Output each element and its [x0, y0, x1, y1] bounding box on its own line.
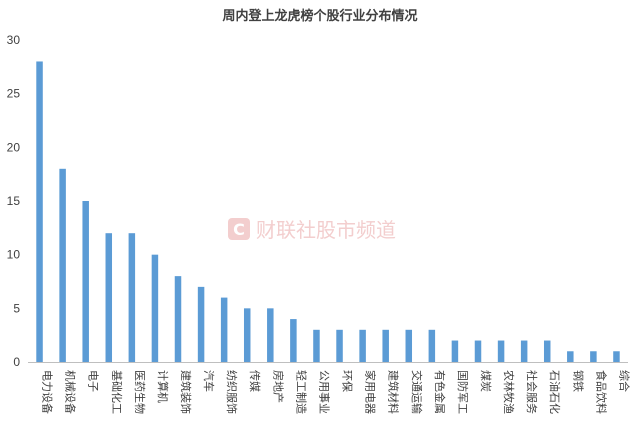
y-axis: 0 5 10 15 20 25 30 — [7, 33, 21, 369]
x-tick-label: 建筑装饰 — [179, 370, 193, 414]
bar — [174, 276, 182, 362]
bar — [543, 340, 551, 362]
bar — [567, 351, 574, 362]
bar — [382, 329, 389, 362]
y-tick-label: 20 — [7, 140, 21, 154]
bar — [82, 201, 89, 362]
x-tick-label: 医药生物 — [133, 370, 147, 414]
x-tick-label: 社会服务 — [525, 370, 539, 414]
bar — [336, 329, 343, 362]
bar — [590, 351, 597, 362]
bar — [59, 168, 66, 362]
bar — [220, 297, 228, 362]
x-tick-label: 食品饮料 — [594, 370, 608, 414]
x-tick-label: 煤炭 — [479, 370, 492, 392]
bar — [474, 340, 482, 362]
x-tick-label: 基础化工 — [110, 370, 124, 414]
y-tick-label: 25 — [7, 87, 21, 101]
watermark: C 财联社股市频道 — [228, 218, 396, 242]
bar — [497, 340, 505, 362]
bar — [313, 329, 320, 362]
bar — [428, 329, 436, 362]
bar — [267, 308, 274, 362]
x-tick-label: 交通运输 — [410, 370, 424, 414]
x-tick-label: 国防军工 — [456, 370, 470, 414]
bar — [520, 340, 528, 362]
bars — [36, 61, 620, 362]
bar — [105, 233, 113, 362]
x-tick-label: 纺织服饰 — [225, 370, 239, 414]
c-logo-icon — [228, 218, 250, 240]
x-tick-label: 环保 — [341, 370, 355, 392]
x-tick-label: 公用事业 — [317, 370, 330, 414]
bar — [359, 329, 366, 362]
y-tick-label: 10 — [7, 248, 21, 262]
x-axis: 电力设备 机械设备 电子 基础化工 医药生物 计算机 建筑装饰 汽车 纺织服饰 传媒 房地产 轻工制造… — [41, 370, 632, 414]
y-tick-label: 30 — [7, 33, 21, 47]
y-tick-label: 0 — [13, 355, 20, 369]
x-tick-label: 电子 — [87, 370, 100, 392]
x-tick-label: 石油石化 — [548, 370, 562, 414]
bar — [451, 340, 459, 362]
bar — [613, 351, 620, 362]
x-tick-label: 有色金属 — [433, 370, 447, 414]
x-tick-label: 轻工制造 — [294, 370, 308, 414]
svg-text:C: C — [233, 220, 245, 239]
y-tick-label: 5 — [13, 301, 20, 315]
x-tick-label: 房地产 — [271, 370, 285, 403]
x-tick-label: 传媒 — [248, 370, 261, 392]
watermark-text: 财联社股市频道 — [256, 218, 396, 242]
bar — [243, 308, 251, 362]
x-tick-label: 钢铁 — [571, 370, 584, 392]
x-tick-label: 综合 — [617, 370, 631, 392]
x-tick-label: 机械设备 — [64, 370, 78, 414]
bar — [405, 329, 413, 362]
y-tick-label: 15 — [7, 194, 21, 208]
x-tick-label: 建筑材料 — [387, 370, 401, 414]
x-tick-label: 计算机 — [156, 370, 170, 403]
x-tick-label: 电力设备 — [41, 370, 55, 414]
bar — [197, 286, 205, 362]
bar — [36, 61, 43, 362]
x-tick-label: 汽车 — [202, 370, 216, 392]
x-tick-label: 家用电器 — [364, 370, 378, 414]
bar — [128, 233, 136, 362]
bar — [151, 254, 159, 362]
chart-title: 周内登上龙虎榜个股行业分布情况 — [222, 8, 417, 24]
x-tick-label: 农林牧渔 — [502, 370, 516, 414]
bar — [290, 319, 297, 362]
